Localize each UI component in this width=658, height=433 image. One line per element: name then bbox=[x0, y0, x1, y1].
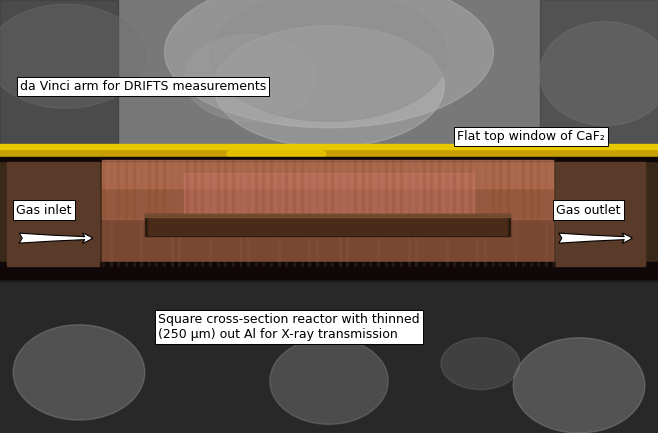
Bar bbox=[247, 160, 249, 266]
Bar bbox=[178, 160, 180, 266]
Bar bbox=[453, 160, 455, 266]
Bar bbox=[551, 158, 658, 271]
Bar bbox=[193, 160, 195, 266]
Bar bbox=[445, 160, 447, 266]
Bar bbox=[415, 160, 417, 266]
Bar bbox=[209, 160, 211, 266]
Bar bbox=[7, 162, 99, 266]
Bar bbox=[263, 160, 265, 266]
Bar bbox=[461, 160, 463, 266]
Ellipse shape bbox=[0, 4, 145, 108]
Bar bbox=[132, 160, 134, 266]
Bar bbox=[170, 160, 172, 266]
Bar bbox=[240, 160, 241, 266]
Text: Flat top window of CaF₂: Flat top window of CaF₂ bbox=[457, 130, 605, 143]
Bar bbox=[515, 160, 517, 266]
Bar bbox=[492, 160, 494, 266]
Bar bbox=[148, 160, 150, 266]
Bar bbox=[499, 160, 501, 266]
Bar bbox=[0, 0, 118, 160]
Bar bbox=[0, 146, 658, 160]
Bar bbox=[102, 160, 553, 266]
Bar bbox=[155, 160, 157, 266]
Bar bbox=[354, 160, 356, 266]
Ellipse shape bbox=[164, 0, 494, 128]
Ellipse shape bbox=[270, 338, 388, 424]
Bar bbox=[438, 160, 440, 266]
Bar bbox=[369, 160, 371, 266]
Bar bbox=[507, 160, 509, 266]
Bar bbox=[117, 160, 119, 266]
Bar bbox=[316, 160, 318, 266]
Bar bbox=[102, 186, 553, 219]
Bar bbox=[423, 160, 425, 266]
Bar bbox=[362, 160, 364, 266]
Bar bbox=[400, 160, 402, 266]
Bar bbox=[377, 160, 379, 266]
Bar bbox=[0, 157, 658, 161]
Bar bbox=[407, 160, 409, 266]
Bar bbox=[140, 160, 142, 266]
Bar bbox=[293, 160, 295, 266]
Bar bbox=[286, 160, 288, 266]
Ellipse shape bbox=[214, 26, 444, 147]
Ellipse shape bbox=[441, 338, 520, 390]
Bar bbox=[0, 0, 658, 160]
Bar bbox=[339, 160, 341, 266]
Bar bbox=[278, 160, 280, 266]
Bar bbox=[385, 160, 387, 266]
Text: Gas inlet: Gas inlet bbox=[16, 204, 72, 216]
Bar bbox=[0, 262, 658, 279]
Text: Square cross-section reactor with thinned
(250 μm) out Al for X-ray transmission: Square cross-section reactor with thinne… bbox=[158, 313, 420, 341]
Bar bbox=[145, 214, 510, 236]
Ellipse shape bbox=[513, 338, 645, 433]
Bar bbox=[270, 160, 272, 266]
Bar bbox=[392, 160, 394, 266]
Bar bbox=[201, 160, 203, 266]
Bar bbox=[430, 160, 432, 266]
Bar bbox=[184, 173, 474, 225]
Ellipse shape bbox=[211, 0, 447, 121]
Bar bbox=[186, 160, 188, 266]
Bar bbox=[545, 160, 547, 266]
Ellipse shape bbox=[540, 22, 658, 126]
Bar bbox=[163, 160, 165, 266]
Bar bbox=[0, 158, 105, 271]
Bar bbox=[538, 160, 540, 266]
Bar bbox=[553, 160, 555, 266]
Bar bbox=[0, 277, 658, 433]
Bar bbox=[232, 160, 234, 266]
Ellipse shape bbox=[184, 35, 316, 121]
Bar bbox=[0, 268, 658, 281]
Bar bbox=[102, 160, 104, 266]
Bar bbox=[331, 160, 333, 266]
Bar bbox=[308, 160, 310, 266]
Bar bbox=[476, 160, 478, 266]
Text: da Vinci arm for DRIFTS measurements: da Vinci arm for DRIFTS measurements bbox=[20, 80, 266, 93]
Bar bbox=[484, 160, 486, 266]
Bar bbox=[324, 160, 326, 266]
Bar bbox=[530, 160, 532, 266]
Bar bbox=[224, 160, 226, 266]
Ellipse shape bbox=[227, 145, 326, 162]
Bar bbox=[255, 160, 257, 266]
Bar bbox=[145, 214, 510, 216]
Bar bbox=[522, 160, 524, 266]
Bar bbox=[125, 160, 127, 266]
Bar bbox=[301, 160, 303, 266]
Bar bbox=[102, 160, 553, 188]
Bar bbox=[110, 160, 112, 266]
Bar bbox=[468, 160, 470, 266]
Ellipse shape bbox=[13, 325, 145, 420]
Text: Gas outlet: Gas outlet bbox=[556, 204, 620, 216]
Bar bbox=[0, 144, 658, 149]
Bar bbox=[216, 160, 218, 266]
Bar bbox=[540, 0, 658, 160]
Bar bbox=[148, 218, 507, 235]
Bar bbox=[556, 162, 645, 266]
Bar bbox=[347, 160, 349, 266]
